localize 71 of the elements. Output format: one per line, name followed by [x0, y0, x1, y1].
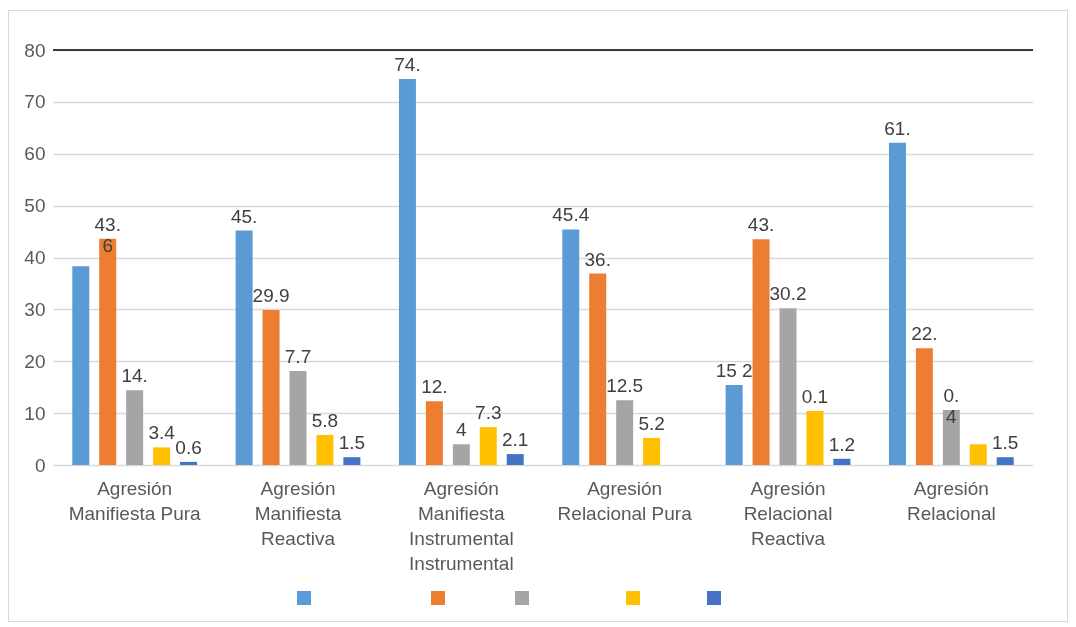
bar	[752, 239, 770, 465]
bar	[398, 79, 416, 465]
data-label: 15 2	[715, 360, 753, 382]
bar	[562, 229, 580, 465]
bar	[72, 266, 90, 465]
data-label: 2.1	[502, 429, 529, 451]
y-tick-label: 80	[24, 39, 46, 61]
x-tick-label: Agresión Manifiesta Instrumental Instrumental	[409, 477, 514, 574]
bar	[506, 454, 524, 465]
bar	[806, 411, 824, 465]
data-label: 74.	[394, 54, 421, 76]
bar	[833, 458, 851, 465]
y-tick-label: 60	[24, 143, 46, 165]
data-label: 5.2	[638, 413, 665, 435]
data-label: 3.4	[148, 422, 176, 444]
x-tick-label: Agresión Relacional	[906, 477, 996, 524]
y-tick-label: 0	[34, 454, 46, 476]
bar	[180, 461, 198, 465]
bar	[996, 457, 1014, 465]
y-tick-label: 10	[24, 402, 46, 424]
bar	[289, 371, 307, 465]
x-tick-label: Agresión Manifiesta Pura	[68, 477, 202, 524]
annotation: 43. 6	[94, 213, 121, 256]
bar	[643, 438, 661, 465]
data-label: 1.5	[338, 432, 366, 454]
bar	[425, 401, 443, 465]
data-label: 45.4	[552, 204, 590, 226]
x-tick-label: Agresión Relacional Reactiva	[743, 477, 833, 549]
data-label: 14.	[121, 365, 148, 387]
annotation: 61.	[884, 117, 911, 139]
data-label: 12.	[421, 376, 448, 398]
data-label: 45.	[230, 205, 258, 227]
bar	[126, 390, 144, 465]
y-tick-label: 50	[24, 195, 46, 217]
data-label: 1.2	[828, 433, 856, 455]
x-tick-label: Agresión Manifiesta Reactiva	[254, 477, 342, 549]
bar	[969, 444, 987, 465]
data-label: 22.	[911, 323, 938, 345]
bar	[262, 309, 280, 465]
bar	[99, 238, 117, 465]
bar	[235, 230, 253, 465]
annotation: 36.	[584, 248, 611, 270]
data-label: 0.6	[175, 436, 202, 458]
bar	[725, 385, 743, 465]
annotation: 0.1	[801, 386, 829, 408]
data-label: 12.5	[606, 375, 644, 397]
annotation: 7.7	[284, 346, 312, 368]
bar	[343, 457, 361, 465]
data-label: 29.9	[252, 284, 290, 306]
bar	[479, 427, 497, 465]
bar	[942, 410, 960, 465]
bar	[589, 273, 607, 465]
x-tick-label: Agresión Relacional Pura	[557, 477, 693, 524]
data-label: 30.2	[769, 283, 807, 305]
y-tick-label: 40	[24, 247, 46, 268]
data-label: 1.5	[992, 432, 1019, 454]
annotation: 0. 4	[943, 385, 960, 428]
y-tick-label: 20	[24, 350, 46, 372]
bar	[616, 400, 634, 465]
y-tick-label: 70	[24, 91, 46, 113]
data-label: 4	[456, 419, 468, 441]
bar	[779, 308, 797, 465]
data-label: 5.8	[311, 409, 339, 431]
bar	[316, 434, 334, 465]
y-tick-label: 30	[24, 298, 46, 320]
bar	[915, 348, 933, 465]
bar	[153, 447, 171, 465]
data-label: 7.3	[475, 402, 502, 424]
bar	[888, 142, 906, 465]
data-label: 43.	[747, 214, 775, 236]
bar	[452, 444, 470, 465]
